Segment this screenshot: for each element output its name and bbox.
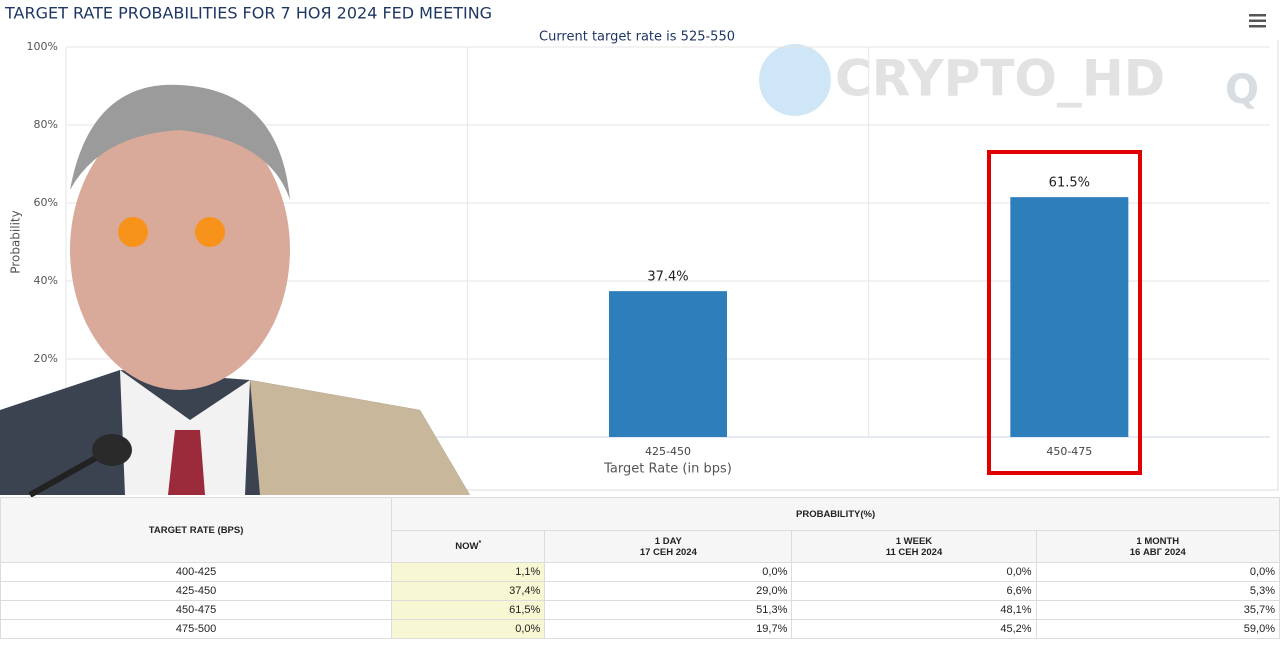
table-cell: NOW* [391, 530, 546, 563]
table-cell: 1 MONTH 16 АВГ 2024 [1035, 530, 1280, 563]
table-cell: 0,0% [391, 619, 546, 639]
value-label: 61.5% [1049, 176, 1090, 191]
table-cell: 48,1% [791, 600, 1037, 620]
table-cell: 35,7% [1035, 600, 1280, 620]
x-axis-title: Target Rate (in bps) [603, 462, 732, 477]
column-header: * [478, 540, 482, 548]
photo-tie [168, 430, 205, 495]
table-row: 475-500 0,0% 19,7% 45,2% 59,0% [0, 619, 1280, 639]
table-cell: 0,0% [791, 562, 1037, 582]
column-header: NOW [455, 541, 479, 553]
table-cell: 59,0% [1035, 619, 1280, 639]
y-tick-label: 20% [34, 352, 58, 365]
x-tick-label: 425-450 [645, 445, 691, 458]
watermark-logo [759, 44, 831, 116]
photo-hair [70, 84, 290, 200]
x-tick-label: 450-475 [1046, 445, 1092, 458]
table-cell: 37,4% [391, 581, 546, 601]
table-row: 400-425 1,1% 0,0% 0,0% 0,0% [0, 562, 1280, 582]
photo-coin [118, 217, 148, 247]
y-tick-label: 60% [34, 196, 58, 209]
highlight-box [987, 150, 1142, 475]
table-cell: TARGET RATE (BPS) [0, 497, 393, 563]
chart-subtitle: Current target rate is 525-550 [539, 30, 735, 45]
table-cell: 425-450 [0, 581, 393, 601]
chart-title: TARGET RATE PROBABILITIES FOR 7 НОЯ 2024… [4, 4, 492, 23]
bar [1010, 197, 1129, 437]
table-row: NOW* 1 DAY 17 СЕН 2024 1 WEEK 11 СЕН 2024 1 M… [1, 530, 1280, 563]
table-cell: 475-500 [0, 619, 393, 639]
photo-face [70, 110, 290, 390]
table-row: TARGET RATE (BPS) PROBABILITY(%) [0, 497, 1280, 563]
menu-icon[interactable] [1249, 14, 1266, 28]
photo-coin [195, 217, 225, 247]
probability-table: TARGET RATE (BPS) PROBABILITY(%) NOW* 1 DAY… [0, 497, 1280, 639]
value-label: 37.4% [647, 270, 688, 285]
photo-overlay [0, 84, 470, 497]
table-cell: 1 DAY 17 СЕН 2024 [544, 530, 793, 563]
bar [609, 291, 727, 437]
table-cell: 400-425 [0, 562, 393, 582]
table-row: 450-475 61,5% 51,3% 48,1% 35,7% [0, 600, 1280, 620]
table-cell: 61,5% [391, 600, 546, 620]
y-tick-label: 80% [34, 118, 58, 131]
column-header: 1 MONTH [1136, 535, 1180, 547]
y-tick-label: 100% [27, 40, 58, 53]
y-axis-title: Probability [9, 210, 23, 273]
table-cell: PROBABILITY(%) [391, 497, 1280, 531]
column-header: 17 СЕН 2024 [639, 546, 697, 558]
watermark: Q [1225, 67, 1259, 113]
watermark: CRYPTO_HD [835, 50, 1165, 108]
column-header: 1 WEEK [895, 535, 933, 547]
column-header: 16 АВГ 2024 [1129, 546, 1186, 558]
table-cell: 51,3% [544, 600, 793, 620]
table-cell: 1 WEEK 11 СЕН 2024 [791, 530, 1037, 563]
photo-suit-light [250, 380, 470, 495]
table-cell: 5,3% [1035, 581, 1280, 601]
table-cell: 0,0% [1035, 562, 1280, 582]
table-cell: 1,1% [391, 562, 546, 582]
table-cell: 0,0% [544, 562, 793, 582]
y-tick-label: 40% [34, 274, 58, 287]
photo-mic-head [92, 434, 132, 466]
table-cell: 29,0% [544, 581, 793, 601]
table-cell: 6,6% [791, 581, 1037, 601]
table-cell: 19,7% [544, 619, 793, 639]
table-row: 425-450 37,4% 29,0% 6,6% 5,3% [0, 581, 1280, 601]
chart: TARGET RATE PROBABILITIES FOR 7 НОЯ 2024… [0, 4, 1279, 497]
column-header: 11 СЕН 2024 [885, 546, 943, 558]
table-cell: 450-475 [0, 600, 393, 620]
column-header: 1 DAY [654, 535, 682, 547]
table-cell: 45,2% [791, 619, 1037, 639]
